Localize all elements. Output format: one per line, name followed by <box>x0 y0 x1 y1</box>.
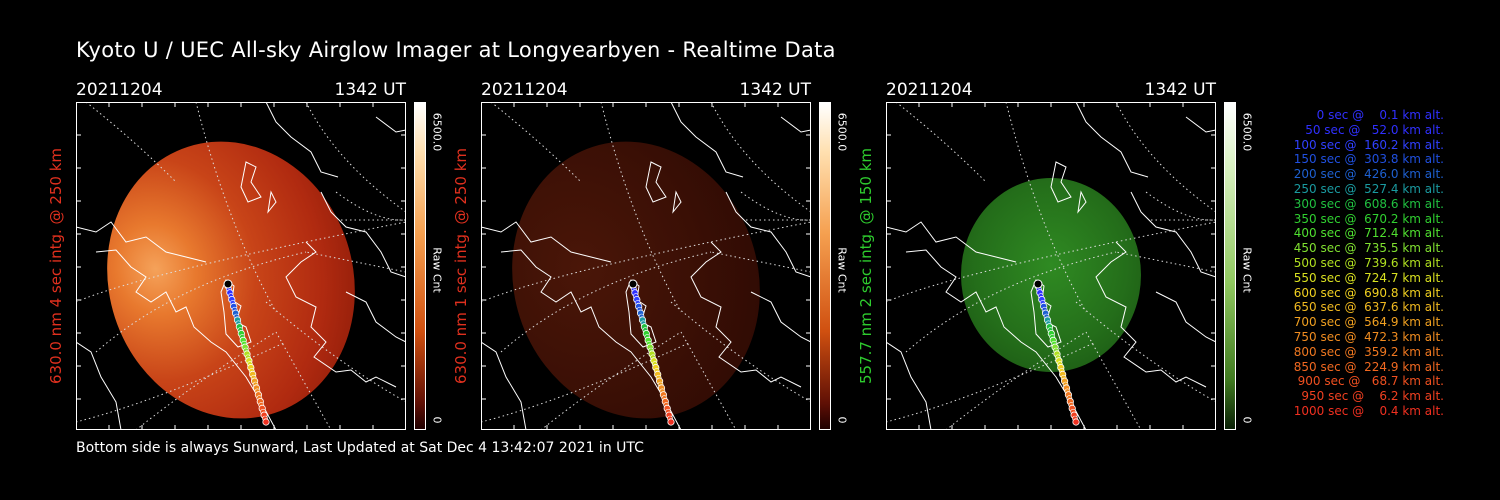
legend-row: 350 sec @ 670.2 km alt. <box>1289 211 1444 226</box>
legend-row: 800 sec @ 359.2 km alt. <box>1289 344 1444 359</box>
trajectory-point <box>262 418 270 426</box>
colorbar <box>819 102 831 430</box>
legend-row: 450 sec @ 735.5 km alt. <box>1289 241 1444 256</box>
sky-disk <box>961 178 1141 372</box>
footer-note: Bottom side is always Sunward, Last Upda… <box>76 440 644 456</box>
panel-ylabel-text: 557.7 nm 2 sec intg. @ 150 km <box>857 147 875 385</box>
panel-ylabel: 630.0 nm 1 sec intg. @ 250 km <box>451 102 471 430</box>
legend-row: 150 sec @ 303.8 km alt. <box>1289 152 1444 167</box>
legend-row: 650 sec @ 637.6 km alt. <box>1289 300 1444 315</box>
legend-row: 250 sec @ 527.4 km alt. <box>1289 181 1444 196</box>
allsky-image <box>76 102 406 430</box>
colorbar-unit-label-text: Raw Cnt <box>1240 247 1254 293</box>
colorbar-max-label: 6500.0 <box>1240 102 1254 162</box>
colorbar-max-label-text: 6500.0 <box>1240 112 1254 152</box>
panel-ylabel: 557.7 nm 2 sec intg. @ 150 km <box>856 102 876 430</box>
page-title: Kyoto U / UEC All-sky Airglow Imager at … <box>76 38 836 62</box>
colorbar-max-label-text: 6500.0 <box>430 112 444 152</box>
legend-row: 100 sec @ 160.2 km alt. <box>1289 137 1444 152</box>
legend-row: 300 sec @ 608.6 km alt. <box>1289 196 1444 211</box>
trajectory-point <box>667 418 675 426</box>
panel-ylabel-text: 630.0 nm 1 sec intg. @ 250 km <box>452 147 470 385</box>
panel-time: 1342 UT <box>739 80 812 100</box>
panel-ylabel-text: 630.0 nm 4 sec intg. @ 250 km <box>47 147 65 385</box>
colorbar-unit-label-text: Raw Cnt <box>430 247 444 293</box>
colorbar-unit-label: Raw Cnt <box>1240 230 1254 310</box>
legend-row: 750 sec @ 472.3 km alt. <box>1289 329 1444 344</box>
panel-date: 20211204 <box>481 80 568 100</box>
colorbar-min-label-text: 0 <box>835 416 849 424</box>
legend-row: 50 sec @ 52.0 km alt. <box>1297 122 1444 137</box>
colorbar-unit-label: Raw Cnt <box>835 230 849 310</box>
station-marker <box>223 279 233 289</box>
sky-disk <box>512 141 760 419</box>
legend-row: 950 sec @ 6.2 km alt. <box>1297 389 1444 404</box>
station-marker <box>628 279 638 289</box>
legend-row: 200 sec @ 426.0 km alt. <box>1289 167 1444 182</box>
colorbar <box>414 102 426 430</box>
legend-row: 550 sec @ 724.7 km alt. <box>1289 270 1444 285</box>
station-marker <box>1033 279 1043 289</box>
legend-row: 1000 sec @ 0.4 km alt. <box>1293 403 1444 418</box>
panel-ylabel: 630.0 nm 4 sec intg. @ 250 km <box>46 102 66 430</box>
colorbar-max-label-text: 6500.0 <box>835 112 849 152</box>
colorbar-unit-label: Raw Cnt <box>430 230 444 310</box>
legend-row: 900 sec @ 68.7 km alt. <box>1293 374 1444 389</box>
image-panel-2: 20211204 1342 UT 630.0 nm 1 sec intg. @ 25… <box>452 80 849 430</box>
colorbar-min-label: 0 <box>430 412 444 428</box>
legend-row: 600 sec @ 690.8 km alt. <box>1289 285 1444 300</box>
image-panel-1: 20211204 1342 UT 630.0 nm 4 sec intg. @ 25… <box>47 80 444 430</box>
panel-time: 1342 UT <box>334 80 407 100</box>
panel-date: 20211204 <box>886 80 973 100</box>
allsky-image <box>481 102 811 430</box>
panel-date: 20211204 <box>76 80 163 100</box>
colorbar-max-label: 6500.0 <box>835 102 849 162</box>
trajectory-point <box>1072 418 1080 426</box>
colorbar-min-label-text: 0 <box>430 416 444 424</box>
panel-time: 1342 UT <box>1144 80 1217 100</box>
colorbar-min-label: 0 <box>1240 412 1254 428</box>
legend-row: 0 sec @ 0.1 km alt. <box>1305 108 1444 122</box>
colorbar-max-label: 6500.0 <box>430 102 444 162</box>
legend-row: 850 sec @ 224.9 km alt. <box>1289 359 1444 374</box>
legend-row: 500 sec @ 739.6 km alt. <box>1289 255 1444 270</box>
legend-row: 400 sec @ 712.4 km alt. <box>1289 226 1444 241</box>
sky-disk <box>107 141 355 419</box>
legend-row: 700 sec @ 564.9 km alt. <box>1289 315 1444 330</box>
colorbar-min-label-text: 0 <box>1240 416 1254 424</box>
allsky-image <box>886 102 1216 430</box>
image-panel-3: 20211204 1342 UT 557.7 nm 2 sec intg. @ 15… <box>857 80 1254 430</box>
trajectory-legend: 0 sec @ 0.1 km alt. 50 sec @ 52.0 km alt… <box>1262 108 1444 419</box>
colorbar <box>1224 102 1236 430</box>
colorbar-unit-label-text: Raw Cnt <box>835 247 849 293</box>
colorbar-min-label: 0 <box>835 412 849 428</box>
